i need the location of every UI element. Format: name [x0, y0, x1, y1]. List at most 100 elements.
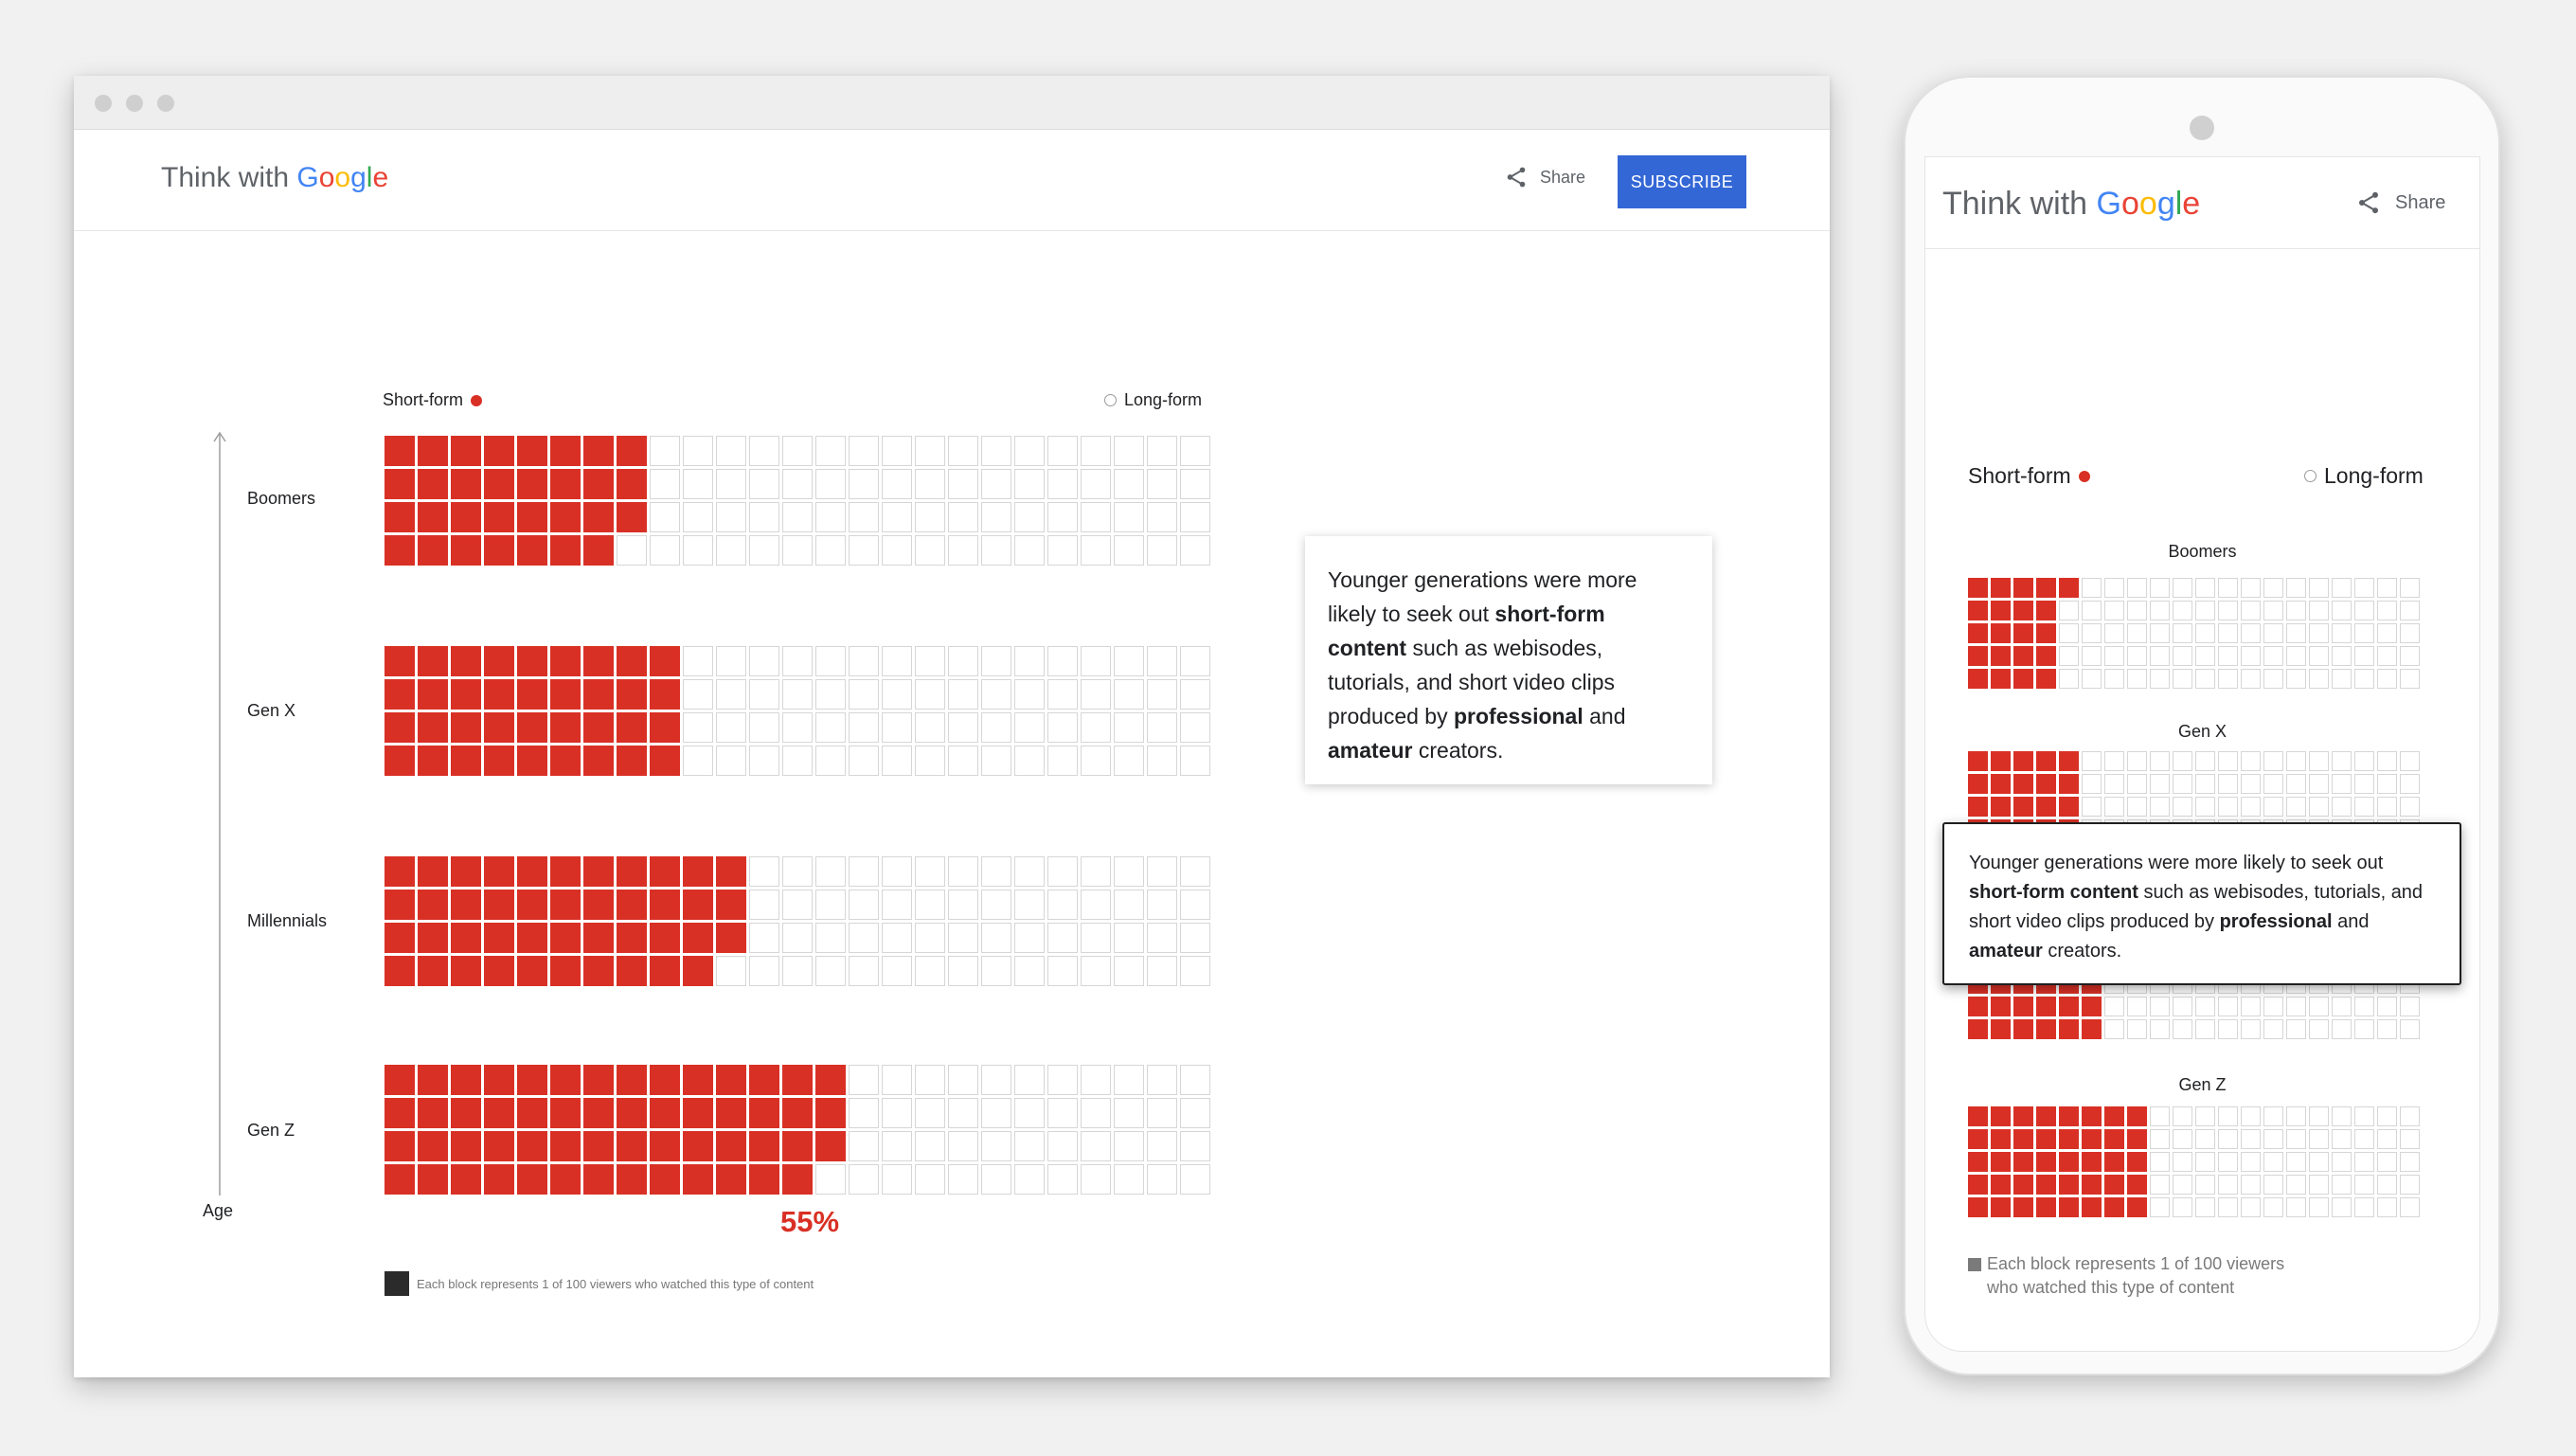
- short-form-block: [484, 679, 514, 710]
- short-form-block: [550, 679, 581, 710]
- short-form-block: [451, 746, 481, 776]
- short-form-block: [2036, 669, 2056, 689]
- short-form-block: [2013, 774, 2033, 794]
- long-form-block: [849, 1131, 879, 1161]
- long-form-block: [2332, 1152, 2352, 1172]
- short-form-block: [385, 469, 415, 499]
- long-form-block: [782, 712, 813, 743]
- short-form-block: [418, 469, 448, 499]
- share-button[interactable]: Share: [1504, 165, 1585, 189]
- short-form-block: [583, 712, 614, 743]
- short-form-block: [418, 712, 448, 743]
- long-form-block: [2127, 797, 2147, 817]
- short-form-block: [815, 1131, 846, 1161]
- short-form-block: [484, 1164, 514, 1195]
- short-form-block: [484, 646, 514, 676]
- filled-dot-icon: [471, 394, 483, 406]
- short-form-block: [418, 923, 448, 953]
- long-form-block: [2332, 601, 2352, 620]
- short-form-block: [550, 502, 581, 532]
- long-form-block: [2377, 797, 2397, 817]
- short-form-block: [484, 712, 514, 743]
- short-form-block: [683, 956, 713, 986]
- short-form-block: [1991, 1106, 2011, 1126]
- long-form-block: [782, 923, 813, 953]
- long-form-block: [1180, 469, 1210, 499]
- long-form-block: [2286, 578, 2306, 598]
- long-form-block: [1047, 469, 1078, 499]
- short-form-block: [517, 856, 547, 887]
- short-form-block: [2013, 1197, 2033, 1217]
- long-form-block: [2400, 623, 2420, 643]
- short-form-block: [782, 1098, 813, 1128]
- long-form-block: [1147, 679, 1177, 710]
- short-form-block: [418, 502, 448, 532]
- filled-dot-icon: [2078, 470, 2090, 482]
- long-form-block: [815, 679, 846, 710]
- long-form-block: [2332, 1197, 2352, 1217]
- long-form-block: [1014, 502, 1045, 532]
- long-form-block: [815, 923, 846, 953]
- row-label-boomers-mobile: Boomers: [2168, 542, 2237, 561]
- short-form-block: [583, 1164, 614, 1195]
- long-form-block: [1147, 502, 1177, 532]
- long-form-block: [948, 469, 978, 499]
- window-close-dot[interactable]: [95, 95, 112, 112]
- short-form-block: [683, 1131, 713, 1161]
- long-form-block: [948, 956, 978, 986]
- long-form-block: [2104, 623, 2124, 643]
- short-form-block: [385, 1131, 415, 1161]
- waffle-grid-genz-mobile: [1968, 1106, 2420, 1217]
- short-form-block: [716, 856, 746, 887]
- short-form-block: [484, 923, 514, 953]
- short-form-block: [617, 746, 647, 776]
- window-minimize-dot[interactable]: [126, 95, 143, 112]
- long-form-block: [2218, 1175, 2238, 1195]
- long-form-block: [683, 646, 713, 676]
- short-form-block: [1968, 1197, 1988, 1217]
- short-form-block: [617, 436, 647, 466]
- long-form-block: [1114, 1098, 1144, 1128]
- short-form-block: [2036, 646, 2056, 666]
- long-form-block: [1147, 712, 1177, 743]
- short-form-block: [2036, 1175, 2056, 1195]
- long-form-block: [815, 712, 846, 743]
- short-form-block: [2059, 1019, 2079, 1039]
- long-form-block: [2082, 578, 2102, 598]
- waffle-grid-genx: [385, 646, 1210, 776]
- think-with-google-logo-mobile[interactable]: Think with Google: [1942, 186, 2200, 223]
- short-form-block: [1991, 774, 2011, 794]
- insight-callout-card: Younger generations were more likely to …: [1305, 536, 1712, 784]
- short-form-block: [484, 502, 514, 532]
- short-form-block: [484, 956, 514, 986]
- legend-short-form: Short-form: [383, 390, 483, 410]
- subscribe-button[interactable]: SUBSCRIBE: [1618, 155, 1746, 208]
- long-form-block: [2263, 1106, 2283, 1126]
- long-form-block: [2332, 1019, 2352, 1039]
- long-form-block: [2241, 797, 2261, 817]
- short-form-block: [2059, 1106, 2079, 1126]
- long-form-block: [2263, 997, 2283, 1016]
- short-form-block: [451, 890, 481, 920]
- long-form-block: [650, 502, 680, 532]
- long-form-block: [2332, 646, 2352, 666]
- legend-long-form: Long-form: [1104, 390, 1202, 410]
- share-button-mobile[interactable]: Share: [2355, 189, 2445, 216]
- long-form-block: [1047, 856, 1078, 887]
- short-form-block: [583, 679, 614, 710]
- long-form-block: [749, 746, 779, 776]
- short-form-block: [1968, 601, 1988, 620]
- short-form-block: [1968, 774, 1988, 794]
- short-form-block: [782, 1131, 813, 1161]
- long-form-block: [2263, 669, 2283, 689]
- short-form-block: [517, 1098, 547, 1128]
- long-form-block: [2173, 774, 2192, 794]
- long-form-block: [2286, 774, 2306, 794]
- short-form-block: [1991, 997, 2011, 1016]
- window-maximize-dot[interactable]: [157, 95, 174, 112]
- long-form-block: [915, 1131, 945, 1161]
- long-form-block: [2173, 1106, 2192, 1126]
- long-form-block: [749, 502, 779, 532]
- long-form-block: [1047, 502, 1078, 532]
- think-with-google-logo[interactable]: Think with Google: [161, 162, 388, 194]
